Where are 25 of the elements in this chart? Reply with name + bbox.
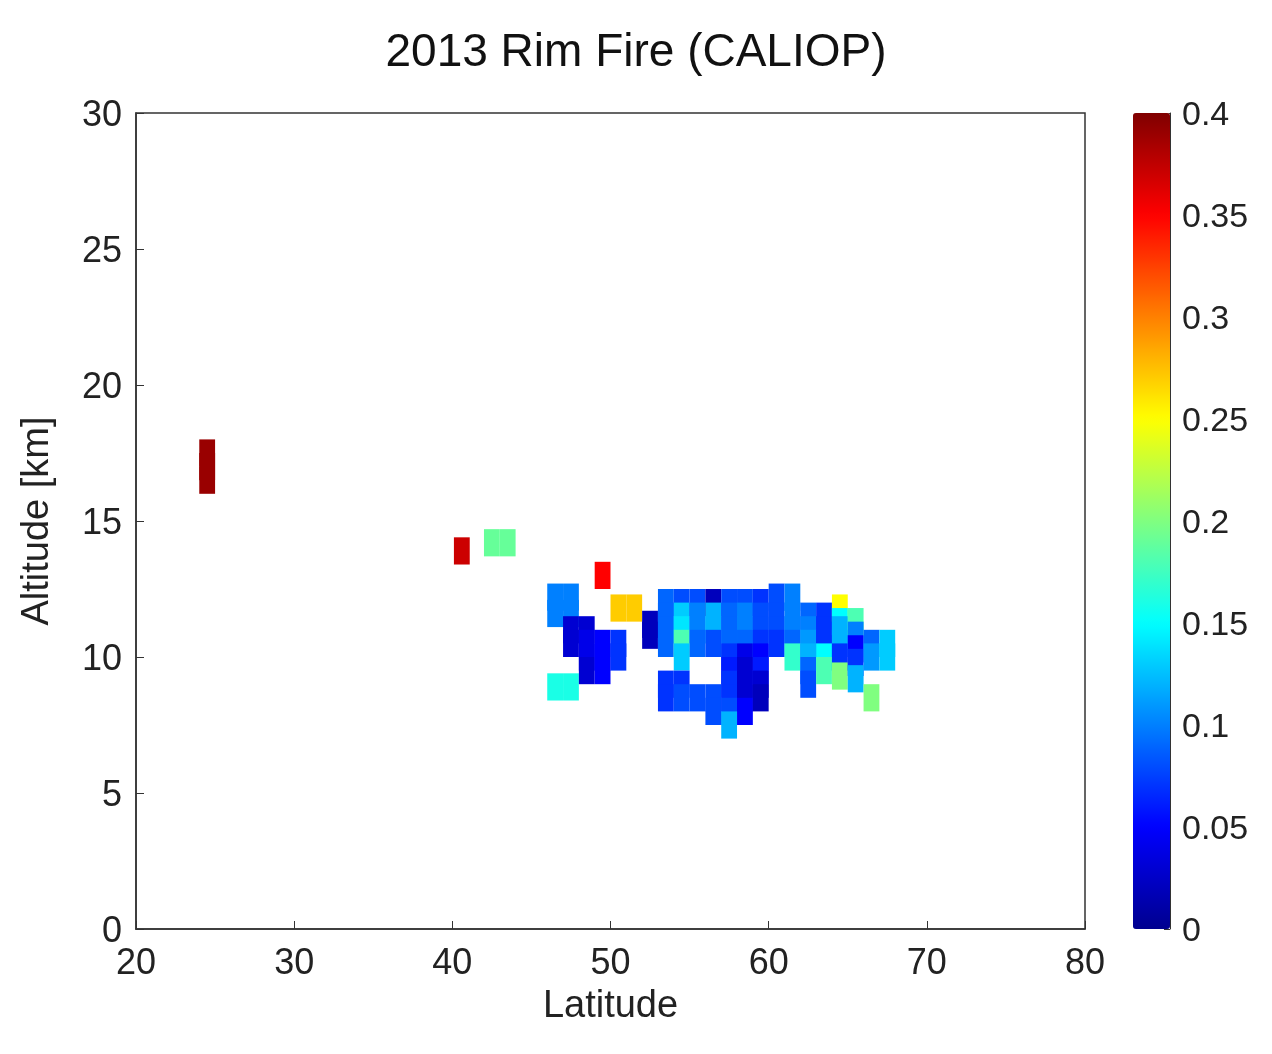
color-bar-label: 0.2 [1182, 502, 1230, 540]
chart-title: 2013 Rim Fire (CALIOP) [385, 24, 887, 76]
color-bar-label: 0.05 [1182, 808, 1249, 846]
y-tick-label: 0 [101, 908, 122, 950]
y-tick-label: 25 [81, 228, 122, 270]
color-bar-label: 0.15 [1182, 604, 1249, 642]
x-tick-label: 60 [748, 940, 789, 982]
x-axis-title: Latitude [542, 983, 679, 1025]
y-tick-label: 15 [81, 500, 122, 542]
color-bar-label: 0.4 [1182, 94, 1230, 132]
x-tick-label: 40 [432, 940, 473, 982]
y-tick-label: 5 [101, 772, 122, 814]
color-bar-label: 0.35 [1182, 196, 1249, 234]
x-tick-label: 50 [590, 940, 631, 982]
y-tick-label: 20 [81, 364, 122, 406]
color-bar-label: 0 [1182, 910, 1201, 948]
x-tick-label: 30 [274, 940, 315, 982]
y-axis-title: Altitude [km] [14, 416, 56, 626]
y-tick-label: 30 [81, 92, 122, 134]
x-tick-label: 70 [906, 940, 947, 982]
color-bar-label: 0.25 [1182, 400, 1249, 438]
color-bar-label: 0.1 [1182, 706, 1230, 744]
color-bar-label: 0.3 [1182, 298, 1230, 336]
x-tick-label: 80 [1064, 940, 1106, 982]
y-tick-label: 10 [81, 636, 122, 678]
